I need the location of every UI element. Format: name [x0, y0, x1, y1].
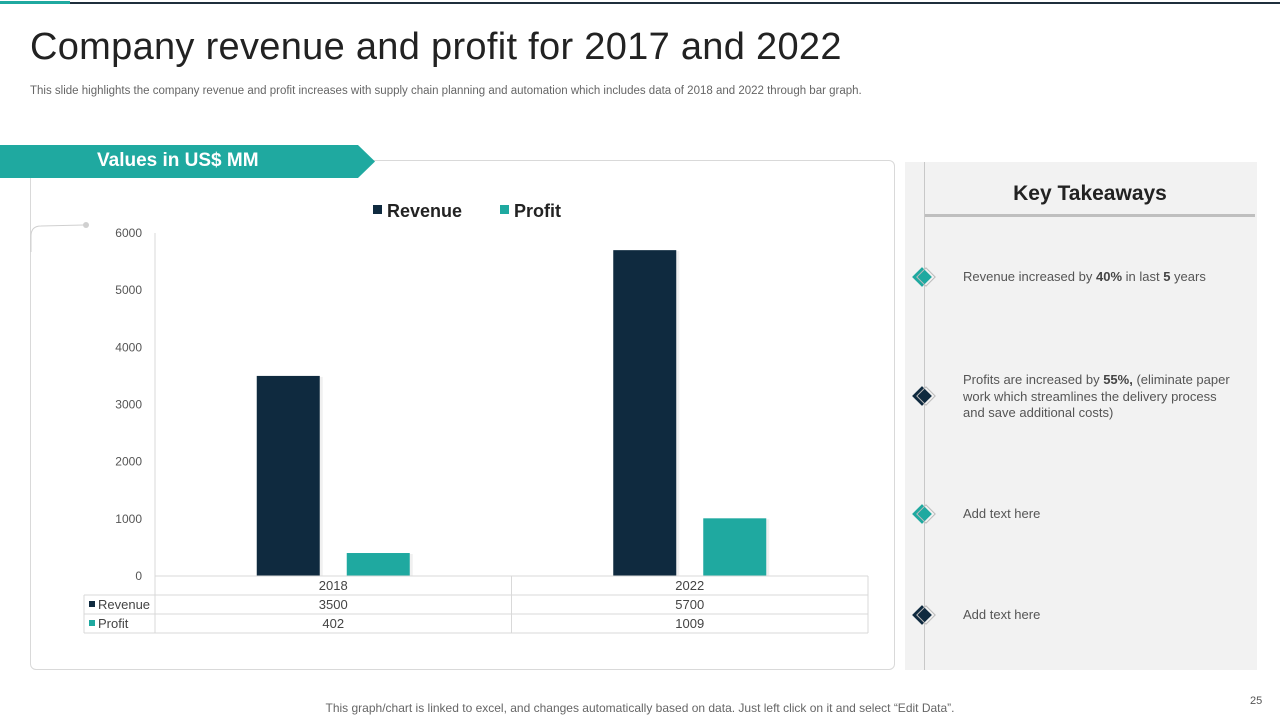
takeaway-item: Revenue increased by 40% in last 5 years [963, 269, 1233, 286]
takeaway-text: Add text here [963, 607, 1041, 622]
x-tick-label: 2022 [675, 578, 704, 593]
y-tick-label: 1000 [115, 512, 142, 526]
ribbon-label: Values in US$ MM [97, 150, 259, 171]
takeaways-title: Key Takeaways [1013, 182, 1167, 205]
legend-swatch-revenue [373, 205, 382, 214]
table-cell-value: 5700 [675, 597, 704, 612]
takeaway-item: Add text here [963, 607, 1233, 624]
y-tick-label: 3000 [115, 398, 142, 412]
chart-panel [30, 160, 895, 670]
takeaway-text: (eliminate paper work which streamlines … [963, 372, 1230, 420]
footer-note: This graph/chart is linked to excel, and… [325, 701, 955, 715]
takeaway-text: years [1170, 269, 1206, 284]
y-tick-label: 6000 [115, 226, 142, 240]
page-subtitle: This slide highlights the company revenu… [30, 85, 862, 97]
takeaway-item: Profits are increased by 55%, (eliminate… [963, 372, 1233, 422]
table-cell-value: 1009 [675, 616, 704, 631]
bar-profit-2022 [703, 518, 767, 576]
table-cell-value: 402 [322, 616, 344, 631]
takeaways-panel [905, 162, 1257, 670]
y-tick-label: 0 [135, 569, 142, 583]
table-row-label: Revenue [98, 597, 150, 612]
takeaway-text: in last [1122, 269, 1164, 284]
y-tick-label: 4000 [115, 340, 142, 354]
takeaways-timeline [924, 162, 925, 670]
legend-label-revenue: Revenue [387, 201, 462, 221]
top-accent-bar [0, 1, 70, 4]
y-tick-label: 5000 [115, 283, 142, 297]
takeaway-item: Add text here [963, 506, 1233, 523]
takeaways-underline [925, 214, 1255, 217]
takeaway-highlight: 40% [1095, 269, 1123, 284]
legend-label-profit: Profit [514, 201, 561, 221]
bar-revenue-2018 [256, 375, 320, 576]
bar-revenue-2022 [613, 250, 677, 576]
takeaway-text: Revenue increased by [963, 269, 1096, 284]
y-tick-label: 2000 [115, 455, 142, 469]
page-title: Company revenue and profit for 2017 and … [30, 26, 842, 68]
takeaway-text: Profits are increased by [963, 372, 1104, 387]
table-cell-value: 3500 [319, 597, 348, 612]
bar-profit-2018 [346, 553, 410, 576]
chart-bracket-dot [83, 222, 89, 228]
x-tick-label: 2018 [319, 578, 348, 593]
table-legend-key [89, 620, 95, 626]
chart-bracket [30, 224, 85, 252]
table-legend-key [89, 601, 95, 607]
page-number: 25 [1250, 695, 1263, 707]
takeaway-highlight: 55%, [1103, 372, 1133, 387]
takeaway-text: Add text here [963, 506, 1041, 521]
table-row-label: Profit [98, 616, 129, 631]
takeaway-highlight: 5 [1163, 269, 1171, 284]
legend-swatch-profit [500, 205, 509, 214]
values-ribbon [0, 145, 375, 178]
top-rule [0, 2, 1280, 4]
